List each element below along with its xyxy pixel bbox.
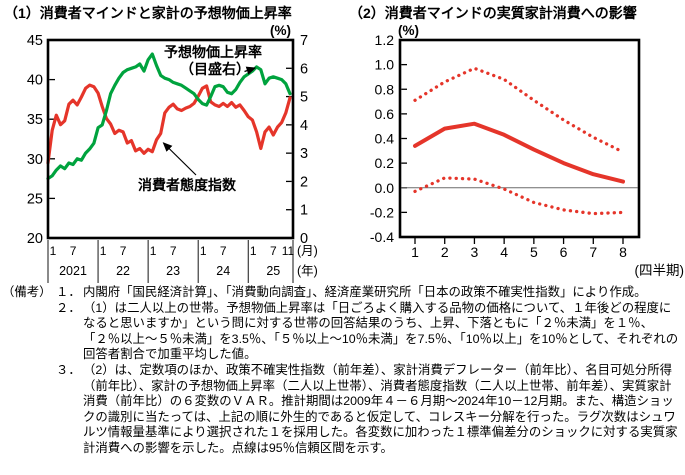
left-axis-tick-label: 35 (27, 112, 43, 128)
expected-inflation-line (46, 52, 292, 181)
remarks-block: （備考） １． 内閣府「国民経済計算」、「消費動向調査」、経済産業研究所「日本の政… (2, 285, 683, 457)
remark-item: １． 内閣府「国民経済計算」、「消費動向調査」、経済産業研究所「日本の政策不確実性… (56, 285, 683, 301)
x-axis-tick-label: 4 (500, 244, 508, 260)
chart2-canvas: 1.2 1.0 0.8 0.6 0.4 0.2 0.0 -0.2 -0.4 (%) 1 2 3 4 5 6 7 8… (370, 23, 685, 278)
chart2-frame (398, 38, 641, 239)
remark-number: ２． (56, 300, 81, 315)
right-axis-tick-label: 1 (300, 203, 308, 219)
year-tick-label: 24 (216, 264, 230, 278)
chart1-percent-label: (%) (270, 23, 291, 38)
year-tick-label: 25 (266, 264, 280, 278)
right-axis-tick-label: 2 (300, 174, 308, 190)
month-tick-label: 7 (120, 244, 127, 258)
right-axis-tick-label: 7 (300, 33, 308, 49)
annotation-arrow (244, 66, 257, 75)
right-axis-tick-label: 0 (300, 231, 308, 247)
left-axis-tick-label: 25 (27, 191, 43, 207)
left-axis-tick-label: 45 (27, 33, 43, 49)
y-axis-tick-label: 0.2 (375, 155, 395, 171)
y-axis-tick-label: 0.4 (375, 131, 395, 147)
right-axis-tick-label: 6 (300, 61, 308, 77)
month-tick-label: 7 (70, 244, 77, 258)
month-tick-label: 1 (100, 244, 107, 258)
remark-text: （1）は二人以上の世帯。予想物価上昇率は「日ごろよく購入する品物の価格について、… (83, 300, 679, 362)
x-axis-tick-label: 3 (471, 244, 479, 260)
left-axis-tick-label: 40 (27, 73, 43, 89)
year-tick-label: 2021 (59, 264, 87, 278)
y-axis-tick-label: 0.8 (375, 81, 395, 97)
chart2-percent-label: (%) (398, 23, 419, 38)
month-tick-label: 1 (250, 244, 257, 258)
x-axis-tick-label: 6 (560, 244, 568, 260)
remark-number: １． (56, 285, 81, 299)
consumer-sentiment-label: 消費者態度指数 (138, 177, 237, 193)
remarks-items: １． 内閣府「国民経済計算」、「消費動向調査」、経済産業研究所「日本の政策不確実性… (56, 285, 683, 457)
quarter-unit-label: (四半期) (635, 263, 685, 278)
month-unit-label: (月) (297, 244, 318, 258)
expected-inflation-label: 予想物価上昇率 (164, 44, 262, 60)
x-axis-tick-label: 8 (619, 244, 627, 260)
panel2-title: （2）消費者マインドの実質家計消費への影響 (349, 5, 637, 21)
year-tick-label: 22 (116, 264, 130, 278)
consumer-sentiment-line (46, 83, 292, 165)
panel1-title: （1）消費者マインドと家計の予想物価上昇率 (4, 5, 292, 21)
y-axis-tick-label: 1.2 (375, 32, 395, 48)
right-axis-tick-label: 5 (300, 90, 308, 106)
remarks-label: （備考） (2, 285, 52, 299)
left-axis-tick-label: 30 (27, 152, 43, 168)
remark-text: 内閣府「国民経済計算」、「消費動向調査」、経済産業研究所「日本の政策不確実性指数… (83, 285, 647, 299)
chart1-frame (46, 38, 295, 240)
remark-item: ２． （1）は二人以上の世帯。予想物価上昇率は「日ごろよく購入する品物の価格につい… (56, 301, 683, 363)
x-axis-tick-label: 7 (589, 244, 597, 260)
right-axis-tick-label: 3 (300, 146, 308, 162)
y-axis-tick-label: 0.6 (375, 106, 395, 122)
remark-text: （2）は、定数項のほか、政策不確実性指数（前年差）、家計消費デフレーター（前年比… (83, 362, 678, 455)
irf-upper-band-line (413, 66, 625, 154)
x-axis-tick-label: 5 (530, 244, 538, 260)
month-tick-label: 7 (270, 244, 277, 258)
right-axis-tick-label: 4 (300, 118, 308, 134)
month-tick-label: 1 (200, 244, 207, 258)
remark-item: ３． （2）は、定数項のほか、政策不確実性指数（前年差）、家計消費デフレーター（前… (56, 363, 683, 457)
irf-lower-band-line (413, 176, 625, 216)
year-unit-label: (年) (297, 264, 318, 278)
month-tick-label: 7 (220, 244, 227, 258)
year-tick-label: 23 (166, 264, 180, 278)
month-tick-label: 7 (170, 244, 177, 258)
annotation-arrow (162, 142, 197, 176)
remark-number: ３． (56, 362, 81, 377)
expected-inflation-label: （目盛右） (180, 61, 250, 77)
x-axis-tick-label: 2 (441, 244, 449, 260)
y-axis-tick-label: -0.4 (370, 229, 394, 245)
y-axis-tick-label: 1.0 (375, 57, 395, 73)
y-axis-tick-label: 0.0 (375, 180, 395, 196)
x-axis-tick-label: 1 (411, 244, 419, 260)
month-tick-label: 11 (282, 244, 295, 258)
month-tick-label: 1 (50, 244, 57, 258)
y-axis-tick-label: -0.2 (370, 204, 394, 220)
left-axis-tick-label: 20 (27, 231, 43, 247)
irf-center-line (413, 121, 625, 184)
month-tick-label: 1 (150, 244, 157, 258)
